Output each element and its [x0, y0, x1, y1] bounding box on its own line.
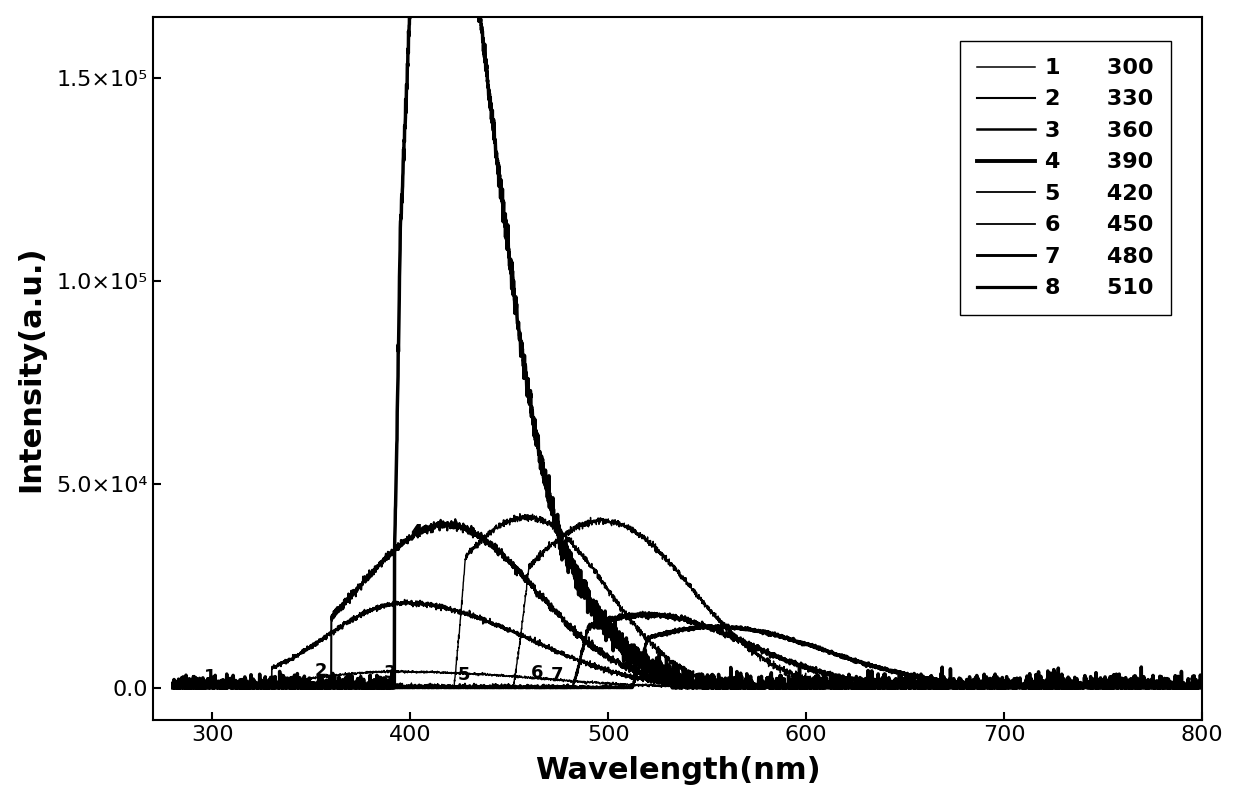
Legend: 1      300, 2      330, 3      360, 4      390, 5      420, 6      450, 7      4: 1 300, 2 330, 3 360, 4 390, 5 420, 6 450… [960, 41, 1171, 314]
Text: 2: 2 [315, 662, 327, 679]
Text: 7: 7 [551, 666, 563, 684]
Text: 3: 3 [384, 664, 397, 682]
X-axis label: Wavelength(nm): Wavelength(nm) [534, 756, 821, 785]
Text: 5: 5 [458, 666, 470, 684]
Y-axis label: Intensity(a.u.): Intensity(a.u.) [16, 245, 46, 492]
Text: 4: 4 [410, 524, 423, 541]
Text: 6: 6 [531, 664, 543, 682]
Text: 8: 8 [657, 666, 670, 684]
Text: 1: 1 [205, 668, 217, 686]
